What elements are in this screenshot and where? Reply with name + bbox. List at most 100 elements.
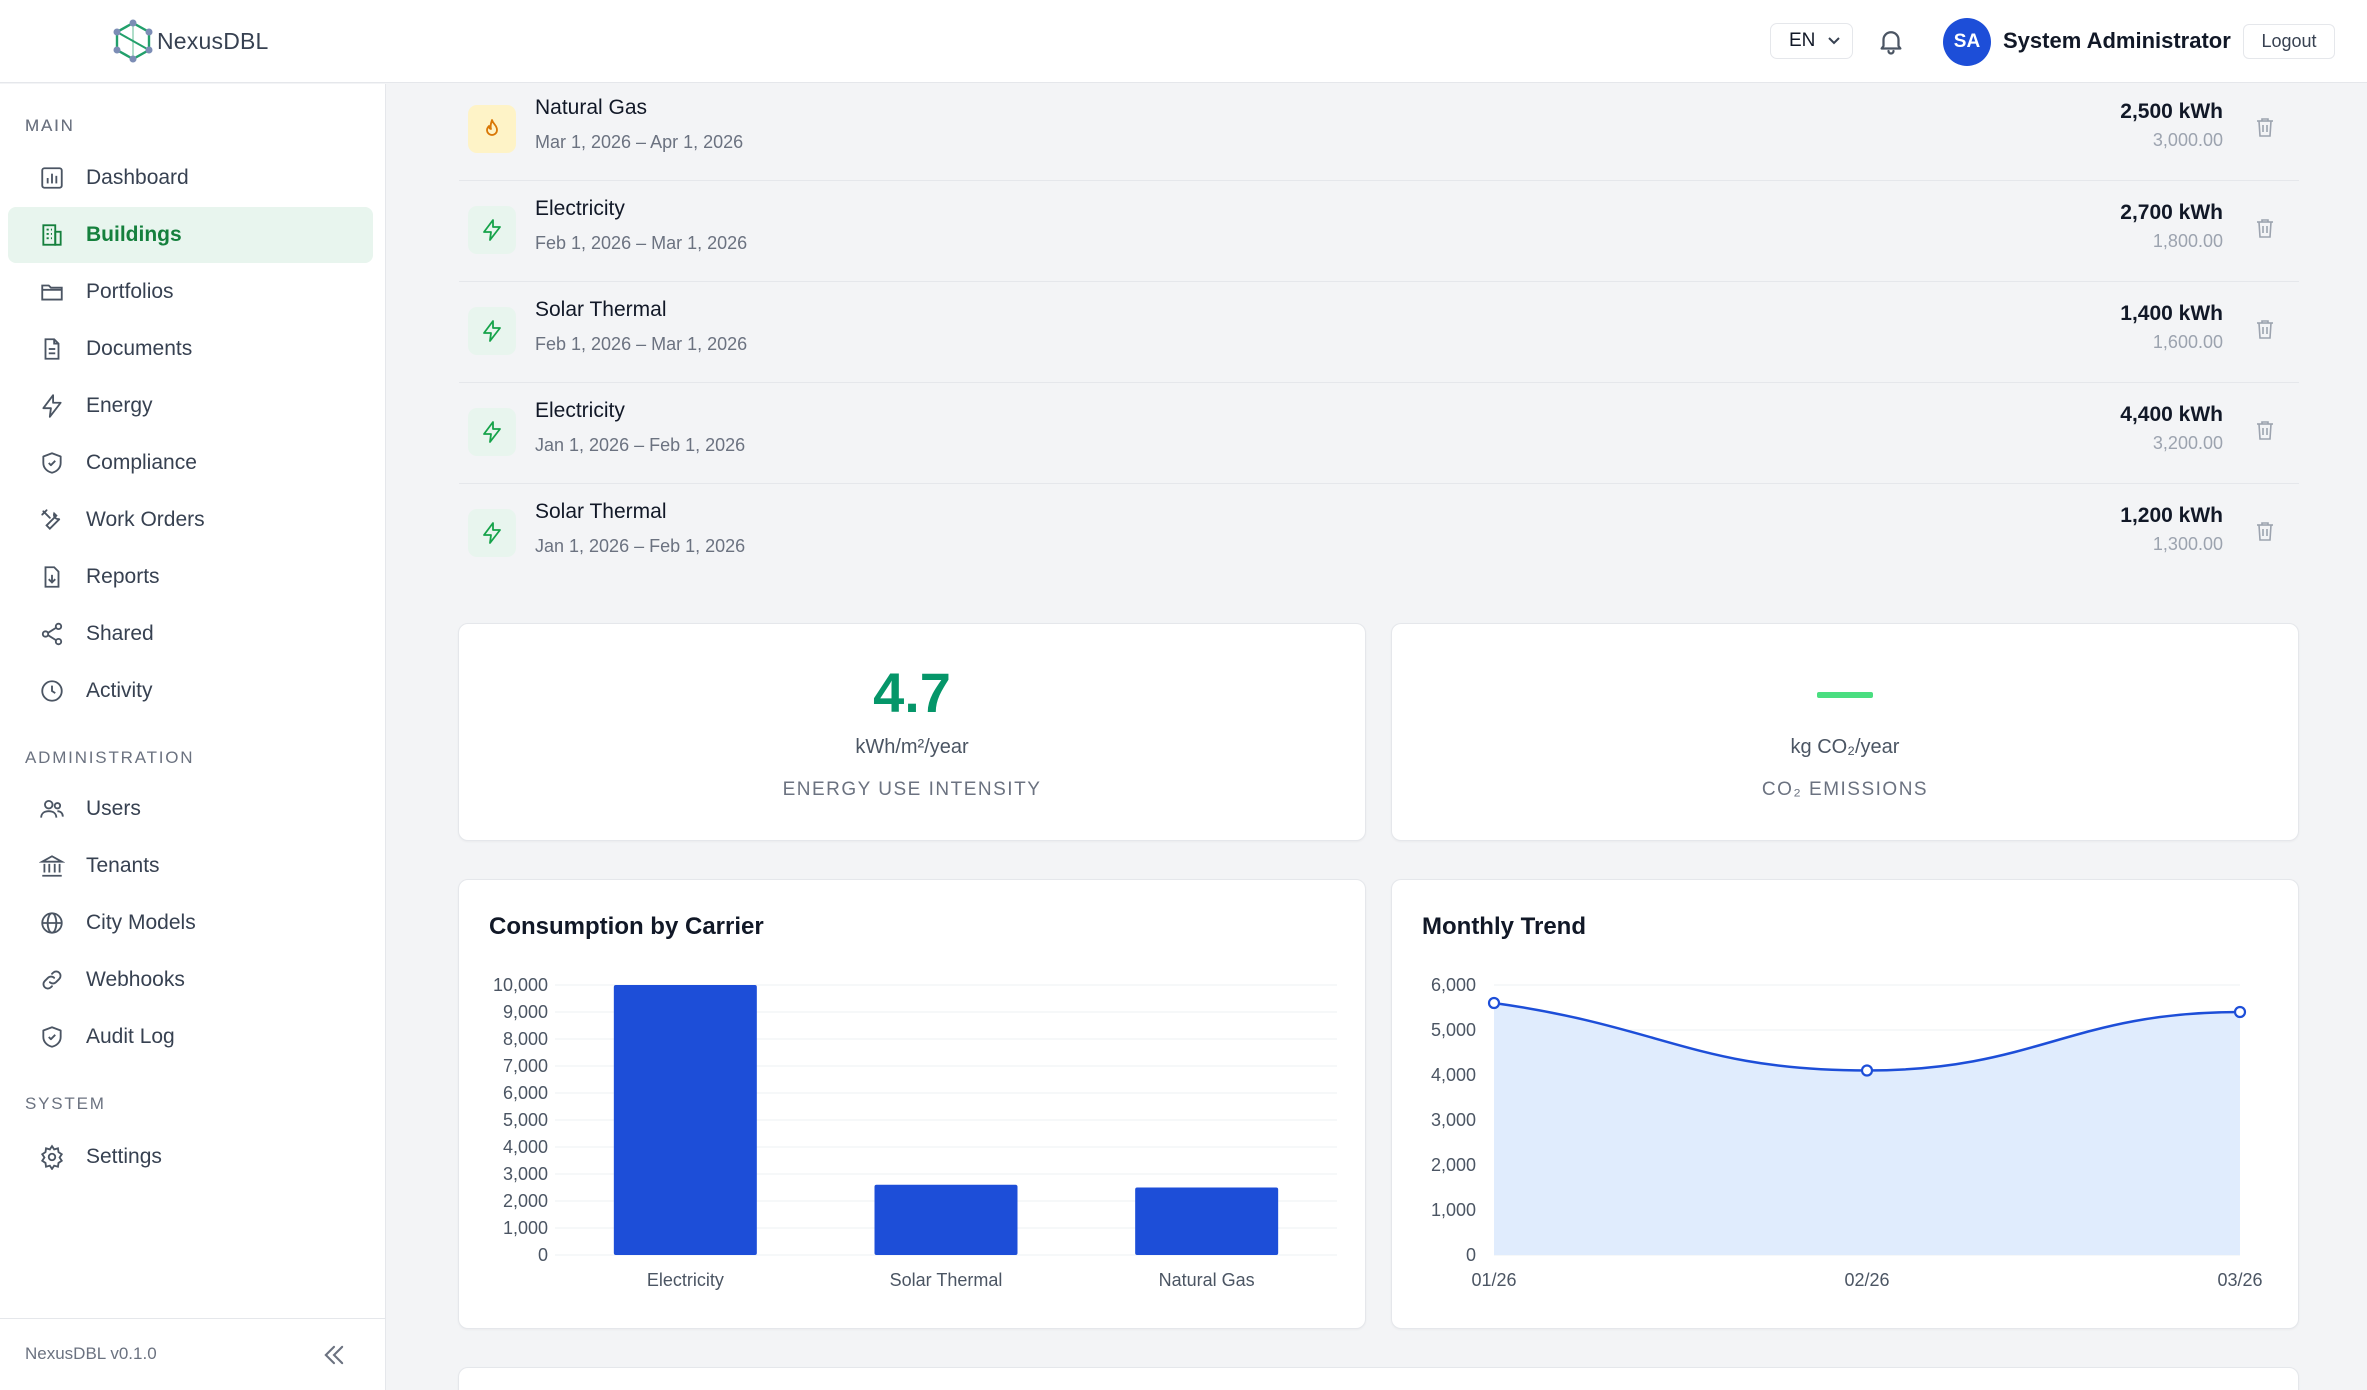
reading-period: Jan 1, 2026 – Feb 1, 2026 (535, 536, 746, 556)
monthly-trend-card: Monthly Trend 0 1,000 2,000 3,000 4,000 5,000… (1391, 879, 2299, 1329)
bar-electricity (613, 985, 757, 1255)
list-item: Electricity Feb 1, 2026 – Mar 1, 2026 2,… (459, 181, 2299, 282)
reading-cost: 3,200.00 (2152, 433, 2223, 453)
data-point-01-26 (1487, 996, 1501, 1010)
chevron-down-icon (1828, 37, 1841, 45)
chart-title: Monthly Trend (1422, 913, 1586, 940)
sidebar-item-label: Tenants (86, 854, 160, 877)
sidebar-item-webhooks[interactable]: Webhooks (8, 952, 373, 1008)
reading-consumption: 2,700 kWh (2120, 201, 2223, 224)
share-icon (38, 620, 66, 648)
sidebar-navigation: MAIN Dashboard Buildings Portfolios Docu… (0, 84, 386, 1234)
eui-kpi-card: 4.7 kWh/m²/year ENERGY USE INTENSITY (458, 623, 1366, 841)
co2-unit: kg CO₂/year (1790, 736, 1900, 758)
sidebar-item-settings[interactable]: Settings (8, 1129, 373, 1185)
sidebar-item-buildings[interactable]: Buildings (8, 207, 373, 263)
sidebar-item-users[interactable]: Users (8, 781, 373, 837)
eui-label: ENERGY USE INTENSITY (782, 779, 1042, 800)
reading-carrier: Electricity (535, 399, 625, 422)
sidebar-item-audit-log[interactable]: Audit Log (8, 1009, 373, 1065)
app-logo[interactable]: NexusDBL (113, 19, 269, 63)
sidebar-item-label: Webhooks (86, 968, 185, 991)
sidebar-item-label: Dashboard (86, 166, 189, 189)
section-label-main: MAIN (25, 116, 75, 135)
trash-icon (2257, 320, 2273, 339)
sidebar-item-label: Audit Log (86, 1025, 175, 1048)
sidebar-item-documents[interactable]: Documents (8, 321, 373, 377)
collapse-sidebar-button[interactable] (320, 1341, 348, 1369)
delete-reading-button[interactable] (2253, 316, 2277, 342)
delete-reading-button[interactable] (2253, 215, 2277, 241)
reading-consumption: 4,400 kWh (2120, 403, 2223, 426)
list-item: Solar Thermal Feb 1, 2026 – Mar 1, 2026 … (459, 282, 2299, 383)
sidebar-item-tenants[interactable]: Tenants (8, 838, 373, 894)
avatar[interactable]: SA (1943, 18, 1991, 66)
delete-reading-button[interactable] (2253, 417, 2277, 443)
reading-period: Mar 1, 2026 – Apr 1, 2026 (535, 132, 744, 152)
co2-kpi-card: — kg CO₂/year CO₂ EMISSIONS (1391, 623, 2299, 841)
reading-consumption: 1,200 kWh (2120, 504, 2223, 527)
bell-icon (1880, 31, 1902, 55)
user-name[interactable]: System Administrator (2003, 28, 2231, 53)
sidebar-item-work-orders[interactable]: Work Orders (8, 492, 373, 548)
sidebar-item-reports[interactable]: Reports (8, 549, 373, 605)
sidebar-item-energy[interactable]: Energy (8, 378, 373, 434)
list-item: Electricity Jan 1, 2026 – Feb 1, 2026 4,… (459, 383, 2299, 484)
co2-label: CO₂ EMISSIONS (1761, 779, 1929, 800)
sidebar-item-dashboard[interactable]: Dashboard (8, 150, 373, 206)
x-tick-label: Electricity (647, 1270, 724, 1290)
users-icon (38, 795, 66, 823)
sidebar-item-activity[interactable]: Activity (8, 663, 373, 719)
sidebar-footer: NexusDBL v0.1.0 (0, 1318, 385, 1390)
sidebar-item-city-models[interactable]: City Models (8, 895, 373, 951)
language-select[interactable]: EN (1770, 23, 1853, 59)
lightning-icon (468, 206, 516, 254)
bar-natural-gas (1135, 1187, 1279, 1255)
sidebar-item-label: Users (86, 797, 141, 820)
section-label-administration: ADMINISTRATION (25, 748, 195, 767)
delete-reading-button[interactable] (2253, 114, 2277, 140)
shield-check-icon (38, 449, 66, 477)
reading-cost: 1,600.00 (2152, 332, 2223, 352)
avatar-initials: SA (1953, 31, 1981, 52)
notifications-button[interactable] (1876, 26, 1906, 56)
folder-icon (38, 278, 66, 306)
trash-icon (2257, 118, 2273, 137)
sidebar-item-label: Settings (86, 1145, 162, 1168)
logout-button[interactable]: Logout (2243, 24, 2335, 59)
sidebar-item-label: Work Orders (86, 508, 205, 531)
delete-reading-button[interactable] (2253, 518, 2277, 544)
list-item: Natural Gas Mar 1, 2026 – Apr 1, 2026 2,… (459, 80, 2299, 181)
sidebar-item-compliance[interactable]: Compliance (8, 435, 373, 491)
sidebar-item-label: City Models (86, 911, 196, 934)
shield-check-icon (38, 1023, 66, 1051)
y-tick-label: 4,000 (1431, 1065, 1476, 1085)
top-header: NexusDBL EN SA System Administrator Logo… (0, 0, 2367, 83)
y-tick-label: 2,000 (1431, 1155, 1476, 1175)
y-tick-label: 5,000 (503, 1110, 548, 1130)
co2-value: — (1817, 692, 1873, 698)
lightning-icon (468, 408, 516, 456)
y-tick-label: 6,000 (1431, 975, 1476, 995)
reading-carrier: Solar Thermal (535, 500, 667, 523)
sidebar-section-main-label: MAIN (25, 116, 75, 135)
data-point-02-26 (1860, 1064, 1874, 1077)
chart-title: Consumption by Carrier (489, 913, 764, 940)
sidebar-item-label: Compliance (86, 451, 197, 474)
reading-cost: 1,300.00 (2152, 534, 2223, 554)
double-chevron-left-icon (324, 1345, 344, 1365)
gear-icon (38, 1143, 66, 1171)
x-tick-label: 02/26 (1844, 1270, 1889, 1290)
sidebar-item-shared[interactable]: Shared (8, 606, 373, 662)
y-tick-label: 2,000 (503, 1191, 548, 1211)
y-tick-label: 4,000 (503, 1137, 548, 1157)
sidebar-item-portfolios[interactable]: Portfolios (8, 264, 373, 320)
report-download-icon (38, 563, 66, 591)
y-tick-label: 7,000 (503, 1056, 548, 1076)
data-point-03-26 (2233, 1005, 2247, 1019)
section-label-system: SYSTEM (25, 1094, 106, 1113)
reading-carrier: Natural Gas (535, 96, 648, 119)
y-tick-label: 1,000 (503, 1218, 548, 1238)
eui-value: 4.7 (873, 661, 951, 724)
tools-icon (38, 506, 66, 534)
